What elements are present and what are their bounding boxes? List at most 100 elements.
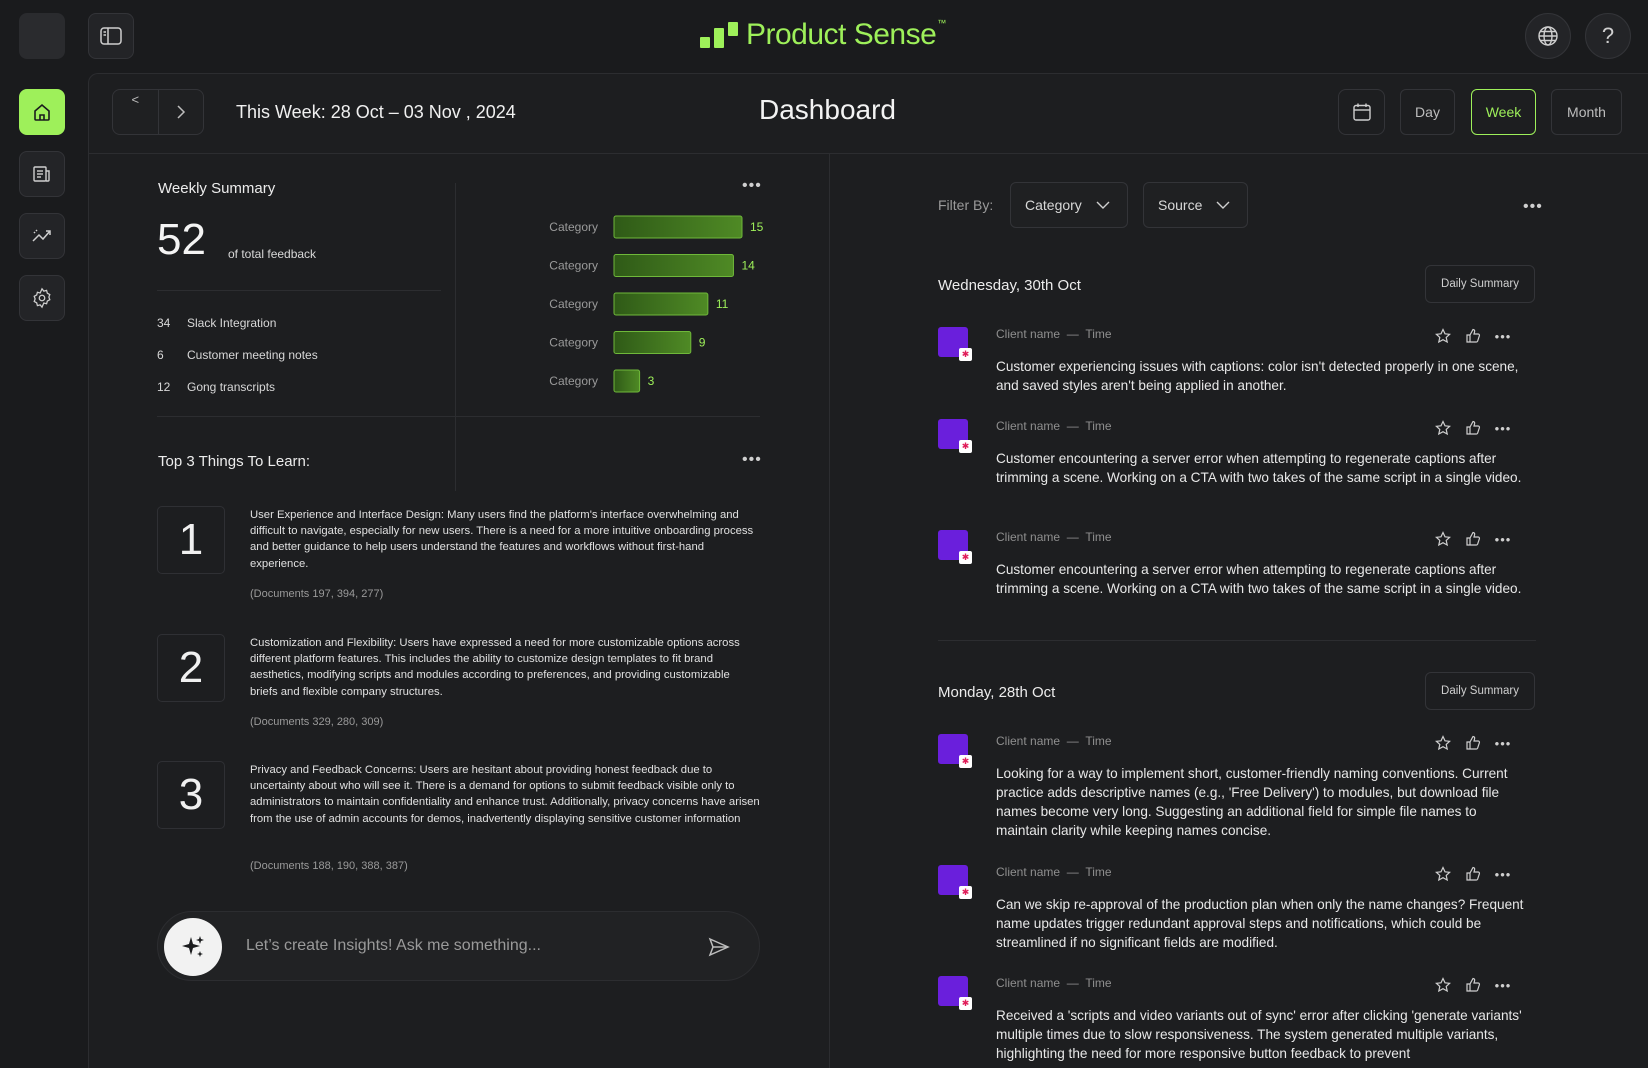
learn-docs[interactable]: (Documents 188, 190, 388, 387) xyxy=(250,860,408,872)
slack-icon: ✱ xyxy=(959,440,972,453)
app-menu-button[interactable] xyxy=(19,13,65,59)
star-icon[interactable] xyxy=(1433,418,1453,438)
insights-icon xyxy=(32,229,51,242)
star-icon[interactable] xyxy=(1433,326,1453,346)
help-button[interactable]: ? xyxy=(1585,13,1631,59)
more-icon[interactable]: ••• xyxy=(1494,328,1512,344)
bar-value-label: 11 xyxy=(716,297,729,311)
week-range-label: This Week: 28 Oct – 03 Nov , 2024 xyxy=(236,102,516,122)
source-row: 12 Gong transcripts xyxy=(157,380,275,394)
ask-input[interactable] xyxy=(246,932,696,960)
feedback-meta: Client name — Time xyxy=(996,865,1112,879)
feedback-text: Customer encountering a server error whe… xyxy=(996,451,1522,485)
more-icon[interactable]: ••• xyxy=(1494,420,1512,436)
day-heading: Wednesday, 30th Oct xyxy=(938,277,1081,294)
bar[interactable] xyxy=(613,254,734,277)
star-icon[interactable] xyxy=(1433,976,1453,995)
feedback-meta: Client name — Time xyxy=(996,734,1112,748)
dashboard-header: < This Week: 28 Oct – 03 Nov , 2024 Dash… xyxy=(89,74,1648,154)
logo-text: Product Sense™ xyxy=(746,18,946,51)
star-icon[interactable] xyxy=(1433,529,1453,549)
nav-documents[interactable] xyxy=(19,151,65,197)
learn-number: 1 xyxy=(157,506,225,574)
bar[interactable] xyxy=(613,369,641,393)
more-icon[interactable]: ••• xyxy=(1494,735,1512,751)
feedback-item: ✱ Client name — Time ••• Received a 'scr… xyxy=(938,976,1538,1068)
daily-summary-button[interactable]: Daily Summary xyxy=(1425,265,1535,303)
more-icon[interactable]: ••• xyxy=(1494,531,1512,547)
bar-category-label: Category xyxy=(549,259,598,273)
thumbs-up-icon[interactable] xyxy=(1463,864,1483,884)
thumbs-up-icon[interactable] xyxy=(1463,418,1483,438)
slack-icon: ✱ xyxy=(959,348,972,361)
help-icon: ? xyxy=(1601,23,1615,48)
ask-ai-button[interactable] xyxy=(164,918,222,976)
period-day-button[interactable]: Day xyxy=(1400,89,1455,135)
feedback-actions: ••• xyxy=(1433,864,1513,884)
calendar-icon xyxy=(1352,103,1371,121)
language-button[interactable] xyxy=(1525,13,1571,59)
chevron-down-icon xyxy=(1216,201,1230,209)
send-button[interactable] xyxy=(706,934,732,960)
bar[interactable] xyxy=(613,292,709,316)
thumbs-up-icon[interactable] xyxy=(1463,326,1483,346)
daily-summary-button[interactable]: Daily Summary xyxy=(1425,672,1535,710)
bar-value-label: 3 xyxy=(648,374,655,388)
product-logo[interactable]: Product Sense™ xyxy=(700,18,946,52)
more-icon[interactable]: ••• xyxy=(1494,866,1512,882)
top-bar: Product Sense™ ? xyxy=(0,0,1648,72)
chevron-down-icon xyxy=(1096,201,1110,209)
thumbs-up-icon[interactable] xyxy=(1463,976,1483,995)
source-label: Customer meeting notes xyxy=(187,348,318,362)
feedback-actions: ••• xyxy=(1433,418,1513,438)
previous-week-button[interactable]: < xyxy=(113,90,159,134)
bar-value-label: 15 xyxy=(750,220,764,234)
source-filter-dropdown[interactable]: Source xyxy=(1143,182,1248,228)
source-label: Gong transcripts xyxy=(187,380,276,394)
send-icon xyxy=(708,937,730,957)
feedback-actions: ••• xyxy=(1433,529,1513,549)
bar[interactable] xyxy=(613,215,743,239)
feedback-text: Received a 'scripts and video variants o… xyxy=(996,1008,1522,1061)
period-week-button[interactable]: Week xyxy=(1471,89,1536,135)
star-icon[interactable] xyxy=(1433,733,1453,753)
category-filter-dropdown[interactable]: Category xyxy=(1010,182,1128,228)
learn-more-icon[interactable]: ••• xyxy=(742,451,762,468)
summary-vertical-divider xyxy=(455,183,456,491)
weekly-summary-title: Weekly Summary xyxy=(158,180,276,197)
ask-bar xyxy=(157,911,760,981)
thumbs-up-icon[interactable] xyxy=(1463,733,1483,753)
source-count: 34 xyxy=(157,316,171,330)
learn-docs[interactable]: (Documents 329, 280, 309) xyxy=(250,716,384,728)
thumbs-up-icon[interactable] xyxy=(1463,529,1483,549)
slack-icon: ✱ xyxy=(959,551,972,564)
bar-category-label: Category xyxy=(549,220,598,234)
feedback-actions: ••• xyxy=(1433,976,1513,995)
source-row: 6 Customer meeting notes xyxy=(157,348,318,362)
bar[interactable] xyxy=(613,331,692,354)
left-column: Weekly Summary ••• 52 of total feedback … xyxy=(88,73,828,1068)
nav-insights[interactable] xyxy=(19,213,65,259)
more-icon[interactable]: ••• xyxy=(1494,977,1512,993)
learn-number: 2 xyxy=(157,634,225,702)
feedback-meta: Client name — Time xyxy=(996,327,1112,341)
nav-settings[interactable] xyxy=(19,275,65,321)
weekly-summary-more-icon[interactable]: ••• xyxy=(742,177,762,194)
period-month-button[interactable]: Month xyxy=(1551,89,1622,135)
star-icon[interactable] xyxy=(1433,864,1453,884)
feedback-text: Customer encountering a server error whe… xyxy=(996,562,1522,596)
filter-label: Filter By: xyxy=(938,197,994,213)
learn-docs[interactable]: (Documents 197, 394, 277) xyxy=(250,588,384,600)
next-week-button[interactable] xyxy=(159,90,204,134)
slack-icon: ✱ xyxy=(959,997,972,1010)
total-feedback-label: of total feedback xyxy=(228,247,317,261)
calendar-button[interactable] xyxy=(1338,89,1385,135)
settings-icon xyxy=(33,287,51,309)
feed-more-icon[interactable]: ••• xyxy=(1523,198,1543,215)
documents-icon xyxy=(33,166,50,182)
category-bar-chart: Category 15 Category 14 Category 11 Category 9 C… xyxy=(549,215,764,393)
sidebar-toggle-button[interactable] xyxy=(88,13,134,59)
page-title: Dashboard xyxy=(759,94,896,125)
slack-icon: ✱ xyxy=(959,886,972,899)
nav-home[interactable] xyxy=(19,89,65,135)
